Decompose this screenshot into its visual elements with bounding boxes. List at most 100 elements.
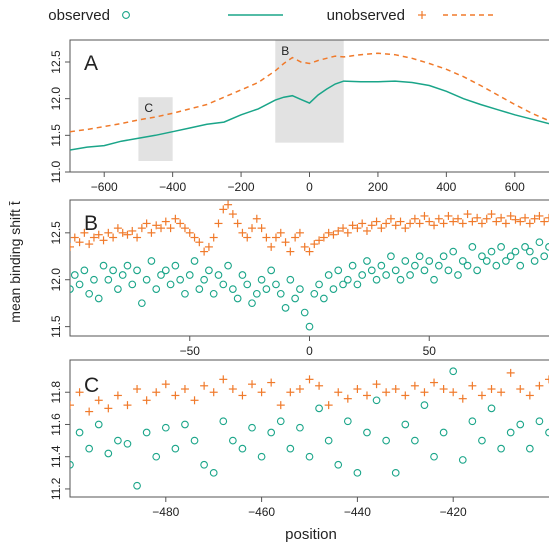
data-point-observed — [157, 271, 165, 279]
data-point-observed — [114, 285, 122, 293]
data-point-unobserved — [497, 388, 506, 397]
series-line-observed — [70, 80, 549, 151]
data-point-unobserved — [334, 388, 343, 397]
data-point-unobserved — [238, 391, 247, 400]
data-point-observed — [152, 452, 161, 461]
data-point-observed — [334, 266, 343, 275]
data-point-observed — [70, 271, 79, 279]
y-tick-label: 11.4 — [49, 445, 63, 468]
data-point-unobserved — [248, 380, 257, 389]
x-axis-label: position — [285, 526, 337, 543]
data-point-observed — [286, 444, 295, 453]
data-point-observed — [281, 304, 290, 312]
data-point-observed — [248, 299, 256, 308]
data-point-unobserved — [430, 221, 439, 230]
data-point-observed — [372, 396, 381, 405]
data-point-unobserved — [180, 385, 189, 394]
data-point-unobserved — [300, 242, 309, 251]
data-point-observed — [516, 261, 525, 270]
data-point-unobserved — [176, 219, 185, 228]
data-point-unobserved — [362, 391, 371, 400]
data-point-unobserved — [487, 210, 496, 219]
data-point-observed — [267, 428, 276, 437]
data-point-unobserved — [377, 224, 386, 233]
data-point-unobserved — [324, 401, 333, 410]
data-point-unobserved — [367, 221, 376, 230]
data-point-observed — [176, 275, 185, 284]
data-point-unobserved — [372, 217, 381, 226]
data-point-unobserved — [343, 228, 352, 237]
data-point-observed — [123, 261, 132, 270]
data-point-unobserved — [410, 381, 419, 390]
data-point-unobserved — [353, 224, 362, 233]
data-point-observed — [296, 423, 304, 432]
data-point-observed — [118, 271, 127, 279]
data-point-unobserved — [295, 228, 304, 237]
data-point-observed — [487, 404, 496, 413]
data-point-unobserved — [137, 224, 146, 233]
data-point-unobserved — [224, 200, 233, 209]
data-point-unobserved — [453, 214, 462, 223]
data-point-observed — [468, 243, 477, 251]
data-point-unobserved — [190, 233, 199, 242]
data-point-unobserved — [353, 385, 362, 394]
data-point-observed — [492, 261, 501, 270]
data-point-observed — [310, 289, 319, 298]
data-point-observed — [545, 428, 549, 437]
data-point-observed — [296, 285, 304, 293]
data-point-unobserved — [535, 381, 544, 390]
data-point-observed — [305, 322, 314, 331]
data-point-observed — [229, 436, 237, 445]
data-point-unobserved — [286, 247, 295, 256]
panel-a: C B −600 −400 −200 0 200 400 600 11.0 11.5 12.0 12.5… — [49, 39, 549, 194]
data-point-unobserved — [492, 217, 501, 226]
data-point-observed — [425, 257, 434, 265]
x-tick-label: 0 — [306, 344, 313, 358]
data-point-unobserved — [281, 238, 290, 247]
data-point-unobserved — [133, 233, 142, 242]
data-point-unobserved — [295, 385, 304, 394]
y-tick-label: 12.0 — [49, 268, 63, 292]
data-point-unobserved — [123, 230, 132, 239]
data-point-observed — [334, 460, 343, 469]
data-point-observed — [109, 266, 117, 275]
data-point-observed — [315, 404, 323, 413]
panel-b: −50 0 50 11.5 12.0 12.5 B — [49, 199, 549, 358]
data-point-observed — [449, 247, 458, 256]
data-point-unobserved — [291, 233, 300, 242]
data-point-unobserved — [482, 214, 491, 223]
data-point-observed — [391, 468, 400, 477]
data-point-unobserved — [358, 219, 367, 228]
data-point-unobserved — [243, 233, 252, 242]
data-point-observed — [525, 444, 534, 453]
data-point-observed — [434, 261, 443, 270]
data-point-observed — [99, 261, 108, 270]
data-point-observed — [358, 271, 367, 279]
data-point-observed — [147, 257, 156, 265]
data-point-unobserved — [420, 211, 429, 220]
data-point-unobserved — [85, 240, 94, 249]
data-point-observed — [133, 481, 141, 490]
x-tick-label: 600 — [505, 180, 525, 194]
data-point-observed — [190, 436, 199, 445]
x-tick-label: 50 — [423, 344, 437, 358]
data-point-unobserved — [171, 214, 180, 223]
data-point-observed — [343, 275, 352, 284]
data-point-observed — [94, 420, 103, 429]
data-point-observed — [166, 280, 175, 289]
data-point-observed — [104, 449, 113, 458]
data-point-unobserved — [391, 385, 400, 394]
data-point-unobserved — [525, 391, 534, 400]
data-point-unobserved — [305, 375, 314, 384]
data-point-unobserved — [415, 219, 424, 228]
data-point-observed — [142, 275, 151, 284]
data-point-observed — [420, 266, 429, 275]
data-point-unobserved — [219, 205, 228, 214]
data-point-observed — [506, 428, 515, 437]
data-point-unobserved — [434, 214, 443, 223]
data-point-observed — [94, 294, 103, 303]
data-point-observed — [200, 275, 208, 284]
data-point-observed — [454, 271, 462, 279]
data-point-observed — [478, 252, 486, 261]
data-point-observed — [161, 266, 170, 275]
